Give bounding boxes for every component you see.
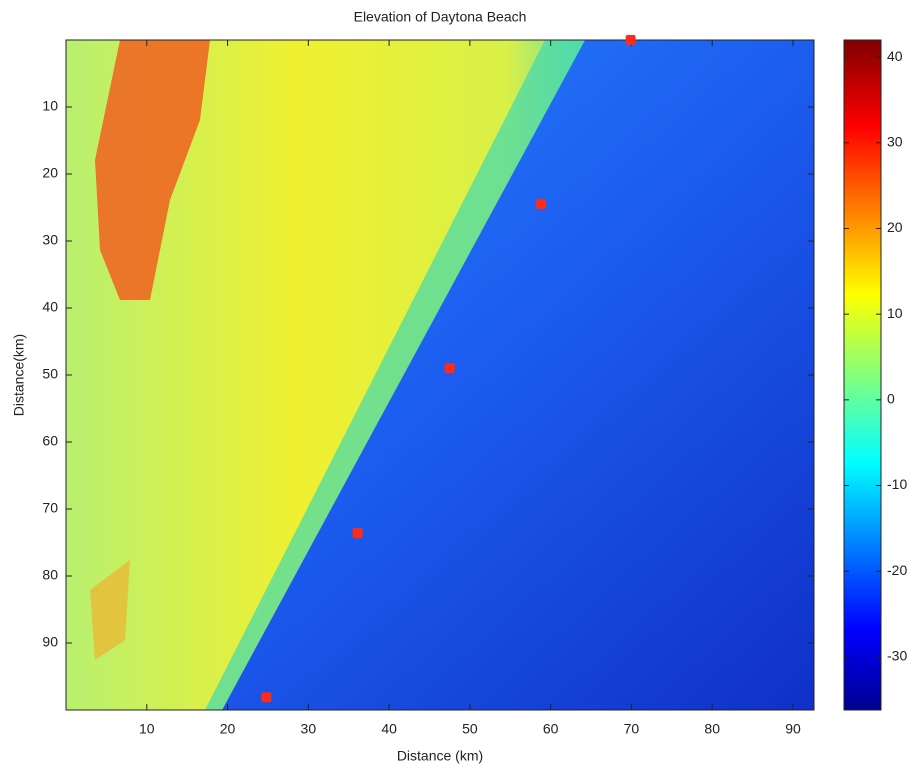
colorbar-tick-label: 40 <box>887 48 903 64</box>
colorbar-tick-label: -10 <box>887 476 907 492</box>
x-tick-label: 90 <box>785 721 801 737</box>
y-tick-label: 90 <box>42 634 58 650</box>
colorbar-tick-label: 20 <box>887 219 903 235</box>
point <box>625 35 636 45</box>
x-tick-label: 40 <box>381 721 397 737</box>
y-tick-label: 80 <box>42 567 58 583</box>
y-axis-label: Distance(km) <box>11 334 27 416</box>
x-tick-label: 50 <box>462 721 478 737</box>
y-tick-label: 50 <box>42 366 58 382</box>
y-tick-label: 40 <box>42 299 58 315</box>
chart-title: Elevation of Daytona Beach <box>354 9 527 25</box>
y-tick-label: 20 <box>42 165 58 181</box>
x-tick-label: 10 <box>139 721 155 737</box>
point <box>535 199 546 210</box>
colorbar-tick-label: -20 <box>887 562 907 578</box>
x-tick-label: 70 <box>624 721 640 737</box>
y-tick-label: 60 <box>42 433 58 449</box>
colorbar <box>843 39 882 711</box>
point <box>261 692 272 703</box>
y-tick-label: 10 <box>42 98 58 114</box>
x-tick-label: 20 <box>220 721 236 737</box>
point <box>352 528 363 539</box>
point <box>444 363 455 374</box>
colorbar-tick-label: -30 <box>887 648 907 664</box>
x-tick-label: 80 <box>704 721 720 737</box>
elevation-image <box>66 40 814 710</box>
colorbar-tick-label: 30 <box>887 134 903 150</box>
x-axis-label: Distance (km) <box>397 748 483 764</box>
y-tick-label: 30 <box>42 232 58 248</box>
x-tick-label: 60 <box>543 721 559 737</box>
y-tick-label: 70 <box>42 500 58 516</box>
colorbar-tick-label: 10 <box>887 305 903 321</box>
x-tick-label: 30 <box>301 721 317 737</box>
colorbar-tick-label: 0 <box>887 391 895 407</box>
